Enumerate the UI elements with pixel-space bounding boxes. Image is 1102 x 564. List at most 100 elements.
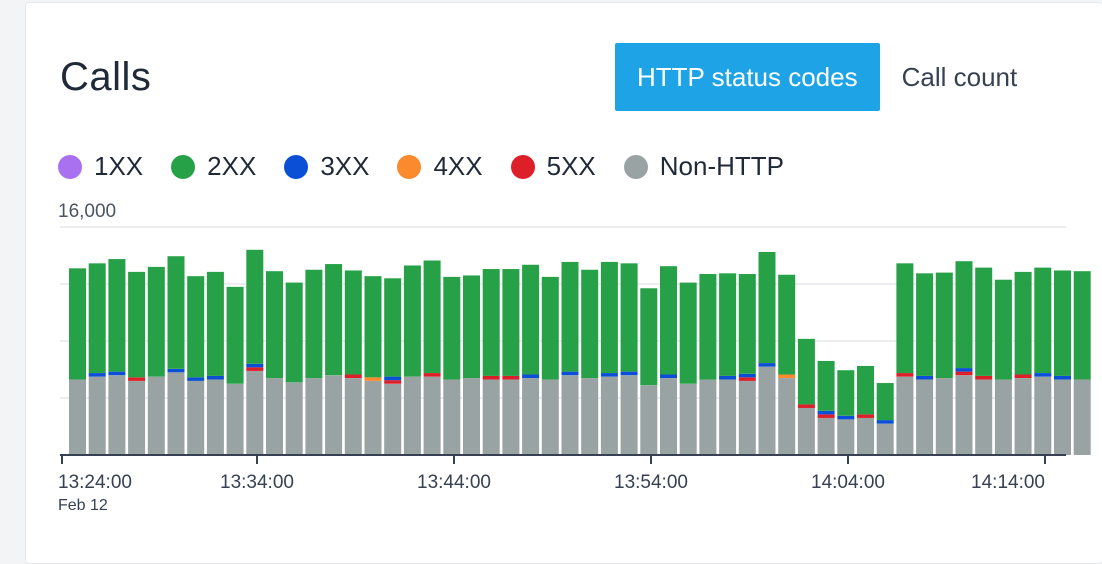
bar-stack-11[interactable]: [285, 282, 303, 455]
bar-stack-33[interactable]: [719, 273, 737, 455]
tab-call-count[interactable]: Call count: [901, 62, 1018, 92]
legend-label-3xx: 3XX: [320, 151, 370, 181]
bar-stack-17[interactable]: [403, 265, 421, 455]
bar-non-http-29: [640, 385, 658, 455]
bar-stack-47[interactable]: [994, 279, 1012, 455]
bar-stack-38[interactable]: [817, 360, 835, 455]
bar-2xx-44: [935, 272, 953, 379]
bar-2xx-20: [463, 275, 480, 379]
bar-2xx-38: [817, 360, 835, 411]
bar-stack-3[interactable]: [128, 271, 146, 455]
bar-stack-12[interactable]: [305, 269, 323, 455]
bar-2xx-23: [522, 264, 540, 375]
bar-3xx-38: [817, 410, 835, 415]
bar-stack-41[interactable]: [876, 383, 894, 455]
bar-stack-49[interactable]: [1034, 267, 1052, 455]
bar-non-http-47: [994, 379, 1012, 455]
bar-2xx-22: [502, 269, 520, 376]
bar-stack-31[interactable]: [679, 282, 697, 455]
bar-5xx-14: [344, 374, 362, 379]
bar-2xx-12: [305, 269, 323, 379]
bar-2xx-13: [325, 264, 343, 376]
bar-stack-51[interactable]: [1073, 271, 1091, 455]
legend-item-4xx[interactable]: 4XX: [397, 151, 483, 182]
bar-stack-44[interactable]: [935, 272, 953, 455]
bar-stack-20[interactable]: [463, 275, 480, 455]
bar-stack-23[interactable]: [522, 264, 540, 455]
bar-stack-1[interactable]: [88, 263, 106, 455]
bar-stack-15[interactable]: [364, 276, 382, 455]
bar-stack-18[interactable]: [423, 260, 441, 455]
bar-2xx-46: [975, 267, 993, 376]
card-title: Calls: [60, 55, 152, 99]
bar-3xx-9: [246, 363, 264, 368]
bar-stack-7[interactable]: [206, 271, 224, 455]
bar-stack-36[interactable]: [778, 274, 796, 455]
bar-2xx-43: [916, 273, 934, 376]
bar-stack-13[interactable]: [325, 264, 343, 455]
bar-stack-5[interactable]: [167, 256, 185, 455]
bar-stack-4[interactable]: [147, 266, 165, 455]
bar-stack-32[interactable]: [699, 274, 717, 455]
bar-3xx-28: [620, 371, 638, 376]
bar-5xx-3: [128, 377, 146, 381]
bar-stack-9[interactable]: [246, 249, 264, 455]
bar-stack-24[interactable]: [541, 276, 559, 455]
legend-item-1xx[interactable]: 1XX: [58, 151, 143, 182]
bar-stack-26[interactable]: [581, 269, 599, 455]
bar-stack-43[interactable]: [916, 273, 934, 455]
legend-dot-3xx: [284, 154, 309, 179]
bar-stack-0[interactable]: [69, 268, 86, 455]
bar-2xx-5: [167, 256, 185, 369]
bar-4xx-15: [364, 377, 382, 381]
bar-stack-19[interactable]: [443, 276, 461, 455]
bar-2xx-17: [403, 265, 421, 377]
bar-stack-25[interactable]: [561, 261, 579, 455]
bar-stack-28[interactable]: [620, 263, 638, 455]
legend-item-5xx[interactable]: 5XX: [510, 151, 596, 182]
bar-stack-8[interactable]: [226, 286, 244, 455]
bar-stack-35[interactable]: [758, 251, 776, 455]
bar-2xx-25: [561, 261, 579, 372]
bar-2xx-50: [1054, 270, 1071, 376]
bar-stack-46[interactable]: [975, 267, 993, 455]
bar-stack-22[interactable]: [502, 269, 520, 455]
bar-stack-16[interactable]: [384, 278, 402, 455]
bar-stack-48[interactable]: [1014, 271, 1032, 455]
bar-5xx-21: [482, 375, 500, 380]
bar-non-http-42: [896, 376, 914, 455]
bar-non-http-25: [561, 375, 579, 455]
bar-2xx-32: [699, 274, 717, 380]
bar-non-http-23: [522, 378, 540, 455]
tab-http-status-codes[interactable]: HTTP status codes: [615, 43, 880, 111]
bar-3xx-6: [187, 377, 205, 381]
bar-stack-10[interactable]: [266, 271, 283, 455]
bar-2xx-3: [128, 271, 146, 378]
bar-stack-45[interactable]: [955, 261, 973, 455]
bar-stack-14[interactable]: [344, 270, 362, 455]
bar-2xx-10: [266, 271, 283, 379]
bar-stack-42[interactable]: [896, 263, 914, 455]
bar-stack-6[interactable]: [187, 276, 205, 455]
legend-item-3xx[interactable]: 3XX: [284, 151, 369, 182]
bar-stack-39[interactable]: [837, 370, 855, 455]
bar-stack-21[interactable]: [482, 269, 500, 455]
bar-stack-27[interactable]: [600, 261, 618, 455]
bar-stack-40[interactable]: [857, 365, 874, 455]
bar-non-http-27: [600, 376, 618, 455]
bar-3xx-7: [206, 375, 224, 380]
bar-stack-29[interactable]: [640, 288, 658, 455]
bar-5xx-16: [384, 380, 402, 384]
bar-stack-37[interactable]: [797, 338, 815, 455]
calls-chart: 16,000 13:24:00 13:34:00 13:44:00 13:54:00 1…: [58, 201, 1091, 514]
bar-2xx-37: [797, 338, 815, 405]
legend-item-2xx[interactable]: 2XX: [171, 151, 256, 182]
bar-stack-50[interactable]: [1054, 270, 1071, 455]
bar-stack-34[interactable]: [738, 274, 756, 455]
bar-stack-2[interactable]: [108, 259, 126, 455]
bar-stack-30[interactable]: [660, 266, 677, 455]
legend-item-non-http[interactable]: Non-HTTP: [623, 151, 784, 182]
bar-2xx-41: [876, 383, 894, 421]
bar-non-http-50: [1054, 379, 1071, 455]
legend-dot-4xx: [397, 154, 422, 179]
